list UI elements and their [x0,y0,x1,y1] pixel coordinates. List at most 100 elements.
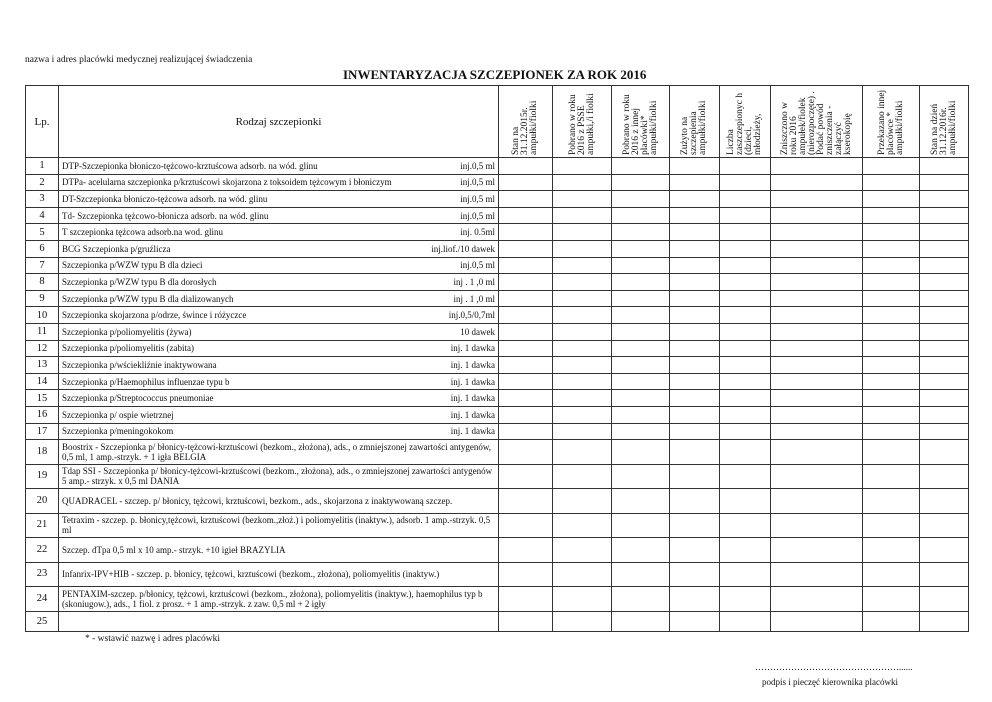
entry-cell[interactable] [862,339,920,358]
entry-cell[interactable] [719,422,771,441]
entry-cell[interactable] [611,439,670,465]
entry-cell[interactable] [770,561,863,588]
entry-cell[interactable] [862,537,920,563]
entry-cell[interactable] [552,206,612,225]
entry-cell[interactable] [552,273,612,291]
entry-cell[interactable] [919,389,969,407]
entry-cell[interactable] [919,273,969,291]
entry-cell[interactable] [552,389,612,407]
entry-cell[interactable] [919,190,969,208]
entry-cell[interactable] [552,306,612,324]
entry-cell[interactable] [862,289,920,308]
entry-cell[interactable] [669,422,720,441]
entry-cell[interactable] [498,405,553,424]
entry-cell[interactable] [611,306,670,324]
entry-cell[interactable] [611,339,670,358]
entry-cell[interactable] [770,463,863,490]
entry-cell[interactable] [862,610,920,632]
entry-cell[interactable] [919,586,969,612]
entry-cell[interactable] [669,190,720,208]
entry-cell[interactable] [498,537,553,563]
entry-cell[interactable] [919,372,969,391]
entry-cell[interactable] [770,356,863,374]
entry-cell[interactable] [862,561,920,588]
entry-cell[interactable] [770,157,863,175]
entry-cell[interactable] [552,422,612,441]
entry-cell[interactable] [669,586,720,612]
entry-cell[interactable] [719,239,771,258]
entry-cell[interactable] [919,512,969,539]
entry-cell[interactable] [919,157,969,175]
entry-cell[interactable] [611,512,670,539]
entry-cell[interactable] [862,256,920,275]
entry-cell[interactable] [919,537,969,563]
entry-cell[interactable] [919,405,969,424]
entry-cell[interactable] [611,463,670,490]
entry-cell[interactable] [770,173,863,192]
entry-cell[interactable] [770,389,863,407]
entry-cell[interactable] [862,173,920,192]
entry-cell[interactable] [669,356,720,374]
entry-cell[interactable] [498,463,553,490]
entry-cell[interactable] [770,422,863,441]
entry-cell[interactable] [919,306,969,324]
entry-cell[interactable] [719,206,771,225]
entry-cell[interactable] [498,157,553,175]
entry-cell[interactable] [719,488,771,514]
entry-cell[interactable] [611,157,670,175]
entry-cell[interactable] [919,206,969,225]
entry-cell[interactable] [611,372,670,391]
entry-cell[interactable] [669,157,720,175]
entry-cell[interactable] [770,339,863,358]
entry-cell[interactable] [498,190,553,208]
entry-cell[interactable] [669,256,720,275]
entry-cell[interactable] [498,339,553,358]
entry-cell[interactable] [770,512,863,539]
entry-cell[interactable] [919,488,969,514]
entry-cell[interactable] [770,586,863,612]
entry-cell[interactable] [552,239,612,258]
entry-cell[interactable] [611,389,670,407]
entry-cell[interactable] [919,422,969,441]
entry-cell[interactable] [669,289,720,308]
entry-cell[interactable] [611,356,670,374]
entry-cell[interactable] [862,322,920,341]
entry-cell[interactable] [669,339,720,358]
entry-cell[interactable] [552,586,612,612]
entry-cell[interactable] [611,190,670,208]
entry-cell[interactable] [669,463,720,490]
entry-cell[interactable] [770,239,863,258]
entry-cell[interactable] [919,463,969,490]
entry-cell[interactable] [770,488,863,514]
entry-cell[interactable] [862,356,920,374]
entry-cell[interactable] [669,223,720,241]
entry-cell[interactable] [611,537,670,563]
entry-cell[interactable] [770,289,863,308]
entry-cell[interactable] [770,610,863,632]
entry-cell[interactable] [919,561,969,588]
entry-cell[interactable] [552,223,612,241]
entry-cell[interactable] [770,256,863,275]
entry-cell[interactable] [669,306,720,324]
entry-cell[interactable] [552,289,612,308]
entry-cell[interactable] [611,256,670,275]
entry-cell[interactable] [919,223,969,241]
entry-cell[interactable] [552,512,612,539]
entry-cell[interactable] [552,561,612,588]
entry-cell[interactable] [919,289,969,308]
entry-cell[interactable] [669,389,720,407]
entry-cell[interactable] [611,561,670,588]
entry-cell[interactable] [611,422,670,441]
entry-cell[interactable] [552,439,612,465]
entry-cell[interactable] [719,561,771,588]
entry-cell[interactable] [919,439,969,465]
entry-cell[interactable] [669,239,720,258]
entry-cell[interactable] [498,173,553,192]
entry-cell[interactable] [552,537,612,563]
entry-cell[interactable] [719,389,771,407]
entry-cell[interactable] [498,356,553,374]
entry-cell[interactable] [862,239,920,258]
entry-cell[interactable] [719,157,771,175]
entry-cell[interactable] [719,173,771,192]
entry-cell[interactable] [719,322,771,341]
